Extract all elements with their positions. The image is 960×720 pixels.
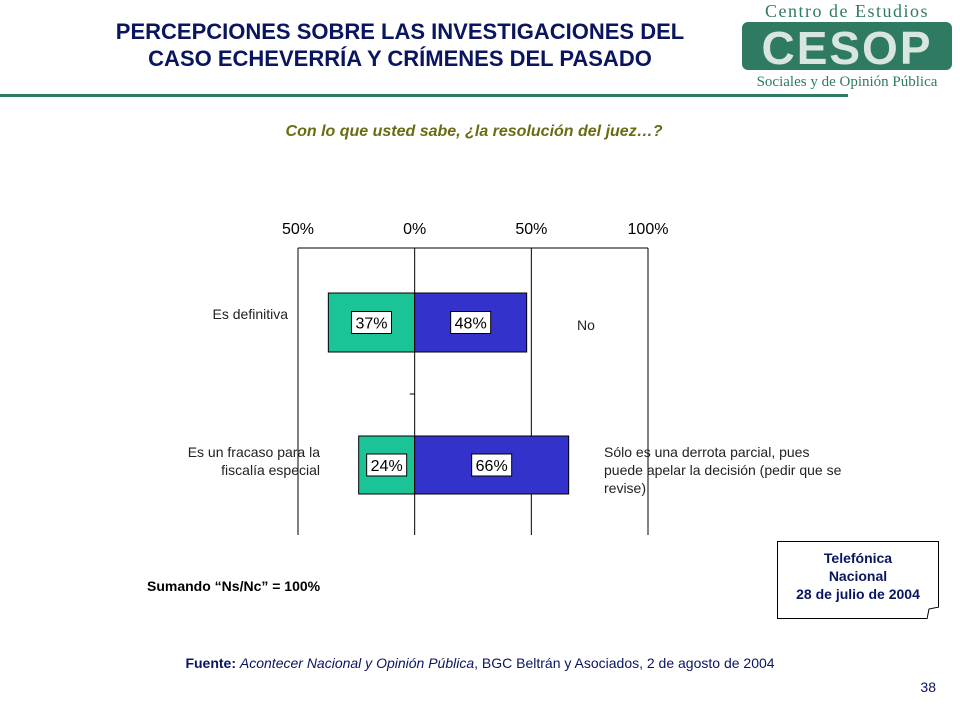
logo-mark: CESOP	[761, 22, 932, 74]
row2-right-label-text: Sólo es una derrota parcial, pues puede …	[604, 444, 842, 496]
logo-line-1: Centro de Estudios	[765, 1, 929, 21]
x-tick-label-0: 50%	[282, 221, 314, 238]
note-line-2: Nacional	[828, 568, 888, 584]
row1-right-label: No	[577, 316, 595, 334]
title-rule	[0, 94, 848, 97]
x-tick-label-1: 0%	[403, 221, 426, 238]
title-line-1: PERCEPCIONES SOBRE LAS INVESTIGACIONES D…	[115, 19, 685, 44]
row1-right-value-label: 48%	[455, 316, 487, 333]
cesop-logo: Centro de Estudios CESOP Sociales y de O…	[736, 0, 958, 92]
slide-title: PERCEPCIONES SOBRE LAS INVESTIGACIONES D…	[60, 18, 740, 72]
title-line-2: CASO ECHEVERRÍA Y CRÍMENES DEL PASADO	[148, 46, 652, 71]
row1-left-label-text: Es definitiva	[212, 306, 288, 322]
row2-right-value-box	[471, 453, 513, 477]
source-label: Fuente:	[185, 655, 236, 671]
row2-right-value-label: 66%	[476, 458, 508, 475]
row1-left-label: Es definitiva	[200, 305, 288, 323]
source-note: Fuente: Acontecer Nacional y Opinión Púb…	[0, 655, 960, 671]
row1-right-value-box	[450, 311, 492, 334]
row1-right-label-text: No	[577, 317, 595, 333]
note-line-3: 28 de julio de 2004	[796, 586, 920, 602]
page-number: 38	[920, 679, 936, 695]
row1-left-value-box	[351, 311, 392, 334]
source-details: , BGC Beltrán y Asociados, 2 de agosto d…	[474, 655, 775, 671]
row1-left-value-label: 37%	[355, 316, 387, 333]
summing-note: Sumando “Ns/Nc” = 100%	[147, 578, 321, 594]
logo-line-3: Sociales y de Opinión Pública	[757, 74, 938, 90]
row2-left-value-box	[366, 453, 408, 477]
row2-left-label: Es un fracaso para la fiscalía especial	[150, 443, 320, 479]
x-tick-label-2: 50%	[515, 221, 547, 238]
survey-question: Con lo que usted sabe, ¿la resolución de…	[285, 123, 663, 140]
row2-left-label-text: Es un fracaso para la fiscalía especial	[187, 444, 320, 478]
source-publication: Acontecer Nacional y Opinión Pública	[239, 655, 475, 671]
row2-left-value-label: 24%	[371, 458, 403, 475]
survey-method-note: Telefónica Nacional 28 de julio de 2004	[777, 541, 939, 619]
folded-corner-icon	[927, 607, 939, 619]
x-tick-label-3: 100%	[628, 221, 669, 238]
row2-right-label: Sólo es una derrota parcial, pues puede …	[604, 443, 844, 497]
note-line-1: Telefónica	[823, 550, 893, 566]
